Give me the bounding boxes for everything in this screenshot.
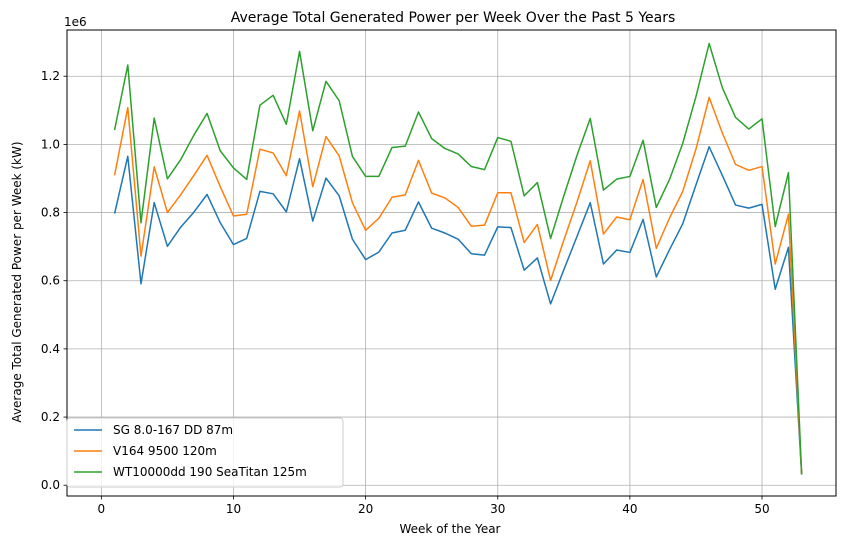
x-tick-label: 20 — [358, 502, 373, 516]
y-tick-label: 0.6 — [41, 274, 60, 288]
x-tick-label: 10 — [226, 502, 241, 516]
series-line-wt10000 — [113, 42, 803, 475]
legend: SG 8.0-167 DD 87m V164 9500 120m WT10000… — [66, 417, 344, 488]
y-axis-ticks: 0.0 0.2 0.4 0.6 0.8 1.0 1.2 — [41, 69, 67, 492]
y-tick-label: 0.4 — [41, 342, 60, 356]
x-tick-label: 0 — [98, 502, 106, 516]
y-tick-label: 0.2 — [41, 410, 60, 424]
x-tick-label: 30 — [490, 502, 505, 516]
series-lines — [113, 42, 803, 475]
x-tick-label: 50 — [754, 502, 769, 516]
y-tick-label: 0.8 — [41, 206, 60, 220]
y-axis-label: Average Total Generated Power per Week (… — [10, 141, 24, 422]
x-axis-label: Week of the Year — [400, 522, 501, 536]
x-axis-ticks: 0 10 20 30 40 50 — [98, 496, 770, 516]
legend-box — [66, 417, 344, 488]
legend-label-wt10000: WT10000dd 190 SeaTitan 125m — [113, 465, 307, 479]
y-tick-label: 1.0 — [41, 137, 60, 151]
y-tick-label: 0.0 — [41, 478, 60, 492]
y-axis-offset-label: 1e6 — [64, 15, 87, 29]
legend-label-v164: V164 9500 120m — [113, 444, 217, 458]
legend-label-sg: SG 8.0-167 DD 87m — [113, 423, 233, 437]
chart-title: Average Total Generated Power per Week O… — [231, 10, 676, 26]
plot-frame — [66, 29, 837, 497]
series-line-v164 — [113, 96, 803, 475]
x-tick-label: 40 — [622, 502, 637, 516]
y-tick-label: 1.2 — [41, 69, 60, 83]
grid — [67, 30, 836, 496]
series-line-sg — [113, 146, 803, 475]
